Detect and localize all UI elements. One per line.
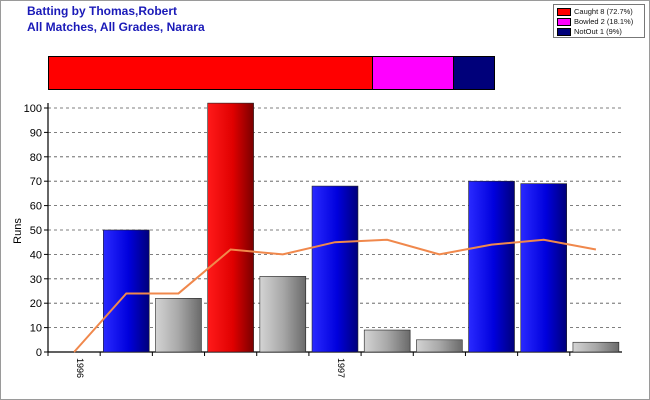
bar-bowled [103,229,150,353]
chart-title: Batting by Thomas,Robert [27,4,178,18]
y-tick-label: 0 [36,347,42,359]
bar-bowled [311,185,359,353]
y-tick-label: 90 [30,127,42,139]
bar-bowled [520,183,567,353]
average-line [73,238,597,353]
y-tick-label: 10 [30,323,42,335]
legend-swatch-notout [557,28,571,37]
legend-swatch-caught [557,8,571,17]
chart-subtitle: All Matches, All Grades, Narara [27,20,205,34]
legend: Caught 8 (72.7%) Bowled 2 (18.1%) NotOut… [553,4,645,38]
y-tick-label: 40 [30,249,42,261]
legend-label-caught: Caught 8 (72.7%) [574,7,633,16]
y-tick-label: 100 [24,103,42,115]
legend-label-notout: NotOut 1 (9%) [574,27,622,36]
legend-item-bowled: Bowled 2 (18.1%) [557,17,634,27]
y-tick-label: 70 [30,176,42,188]
bar-caught [416,339,463,353]
legend-item-notout: NotOut 1 (9%) [557,27,622,37]
bar-caught [155,298,202,353]
x-tick-label: 1997 [336,358,346,378]
bar-bowled [468,180,515,353]
y-tick-label: 80 [30,152,42,164]
legend-swatch-bowled [557,18,571,27]
dismissal-segment-2 [453,57,494,89]
y-tick-label: 60 [30,201,42,213]
dismissal-segment-0 [49,57,372,89]
y-tick-label: 20 [30,298,42,310]
dismissal-stacked-bar [48,56,495,90]
bar-caught [572,341,620,353]
bar-notout [207,102,254,353]
x-tick-label: 1996 [75,358,85,378]
y-tick-label: 30 [30,274,42,286]
legend-label-bowled: Bowled 2 (18.1%) [574,17,634,26]
legend-item-caught: Caught 8 (72.7%) [557,7,633,17]
dismissal-segment-1 [371,57,454,89]
bar-caught [259,276,307,353]
bar-caught [363,329,411,353]
y-tick-label: 50 [30,225,42,237]
